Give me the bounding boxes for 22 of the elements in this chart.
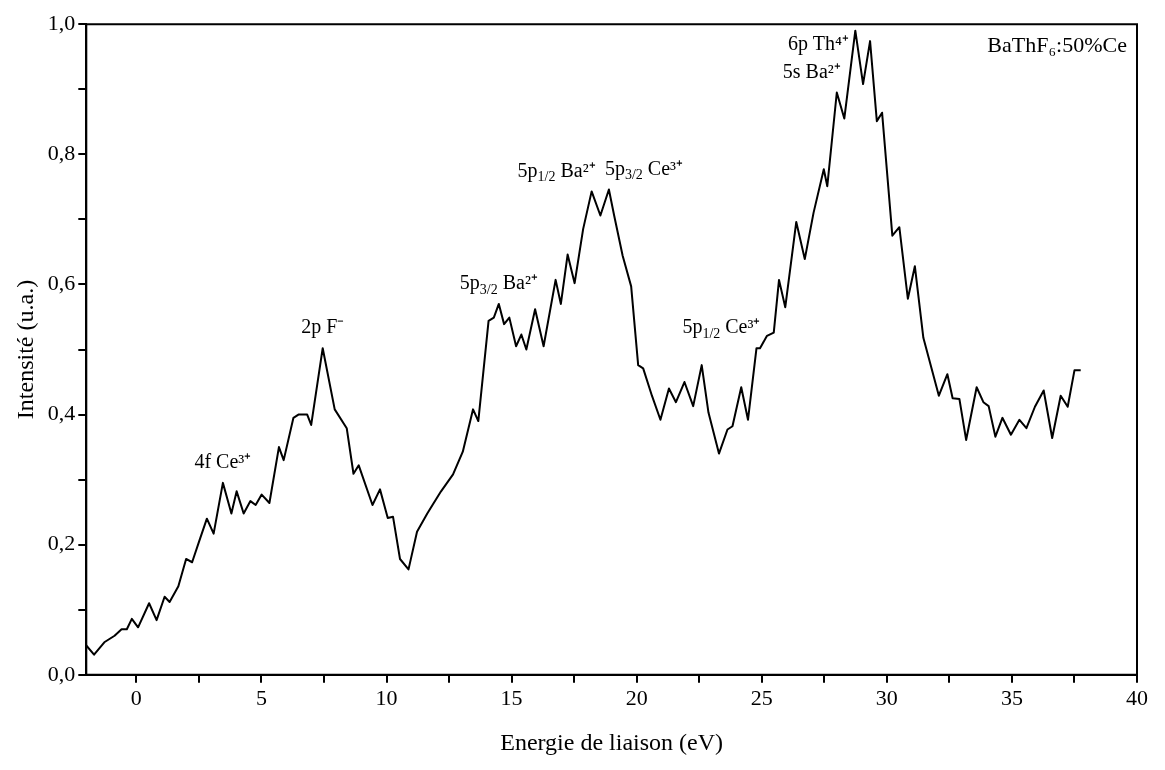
x-tick-label: 5 <box>255 684 267 710</box>
y-tick-label: 1,0 <box>47 9 76 35</box>
annotation: 6p Th⁴⁺ <box>788 31 849 55</box>
annotation: 2p F⁻ <box>301 315 345 339</box>
x-tick-label: 15 <box>500 684 523 710</box>
x-tick-label: 0 <box>130 684 142 710</box>
x-tick-label: 35 <box>1000 684 1023 710</box>
annotation: 5s Ba²⁺ <box>782 59 841 82</box>
y-tick-label: 0,0 <box>47 660 76 686</box>
x-tick-label: 30 <box>875 684 898 710</box>
annotation: 4f Ce³⁺ <box>194 450 252 473</box>
x-tick-label: 10 <box>375 684 398 710</box>
y-axis-title: Intensité (u.a.) <box>11 279 38 420</box>
x-tick-label: 25 <box>750 684 773 710</box>
annotation: BaThF₆:50%Ce <box>987 31 1128 57</box>
x-tick-label: 20 <box>625 684 648 710</box>
x-tick-label: 40 <box>1126 684 1148 710</box>
y-tick-label: 0,8 <box>47 140 76 166</box>
y-tick-label: 0,6 <box>47 270 76 296</box>
y-tick-label: 0,2 <box>47 530 76 556</box>
y-tick-label: 0,4 <box>47 400 76 426</box>
x-axis-title: Energie de liaison (eV) <box>500 728 724 755</box>
